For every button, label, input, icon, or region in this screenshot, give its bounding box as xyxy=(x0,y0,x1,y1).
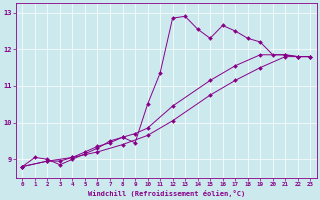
X-axis label: Windchill (Refroidissement éolien,°C): Windchill (Refroidissement éolien,°C) xyxy=(88,190,245,197)
